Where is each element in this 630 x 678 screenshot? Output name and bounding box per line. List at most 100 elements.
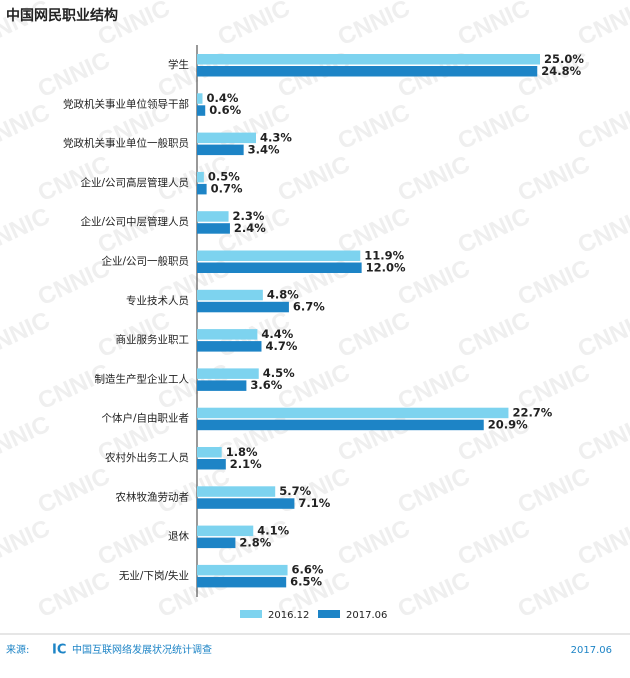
category-label: 商业服务业职工 — [116, 333, 190, 346]
value-label: 2.4% — [234, 221, 266, 235]
value-label: 0.6% — [209, 103, 241, 117]
watermark: CNNIC — [454, 307, 534, 364]
watermark: CNNIC — [514, 567, 594, 624]
bar — [197, 341, 262, 352]
watermark: CNNIC — [574, 203, 630, 260]
watermark: CNNIC — [274, 151, 354, 208]
value-label: 4.7% — [265, 339, 297, 353]
watermark: CNNIC — [334, 411, 414, 468]
watermark: CNNIC — [0, 99, 54, 156]
source-label: 来源: — [6, 643, 29, 656]
watermark: CNNIC — [0, 515, 54, 572]
category-label: 退休 — [168, 531, 189, 543]
value-label: 22.7% — [512, 405, 552, 419]
bar — [197, 289, 263, 301]
bar — [197, 486, 276, 497]
value-label: 4.4% — [261, 327, 293, 341]
bar — [197, 564, 288, 576]
value-label: 7.1% — [298, 496, 330, 510]
bar — [197, 419, 484, 431]
watermark: CNNIC — [394, 567, 474, 624]
category-label: 无业/下岗/失业 — [119, 569, 189, 582]
source: 中国互联网络发展状况统计调查 — [72, 643, 212, 656]
watermark: CNNIC — [334, 0, 414, 51]
value-label: 6.7% — [293, 300, 325, 314]
value-label: 0.7% — [211, 182, 243, 196]
value-label: 2.8% — [239, 535, 271, 549]
watermark: CNNIC — [0, 203, 54, 260]
value-label: 4.5% — [263, 366, 295, 380]
category-label: 党政机关事业单位一般职员 — [63, 137, 189, 150]
category-label: 党政机关事业单位领导干部 — [63, 97, 189, 110]
date: 2017.06 — [571, 645, 612, 656]
logo: IC — [52, 643, 66, 658]
watermark: CNNIC — [454, 0, 534, 51]
category-label: 农林牧渔劳动者 — [116, 490, 190, 503]
bar — [197, 368, 259, 379]
bar — [197, 223, 230, 234]
value-label: 2.3% — [233, 209, 265, 223]
category-label: 专业技术人员 — [126, 294, 189, 307]
bar — [197, 447, 222, 458]
watermark: CNNIC — [574, 99, 630, 156]
watermark: CNNIC — [574, 515, 630, 572]
bar — [197, 132, 256, 144]
watermark: CNNIC — [34, 359, 114, 416]
watermark: CNNIC — [34, 463, 114, 520]
bar — [197, 407, 509, 419]
category-label: 学生 — [168, 58, 189, 71]
value-label: 6.5% — [290, 575, 322, 589]
watermark: CNNIC — [574, 307, 630, 364]
watermark: CNNIC — [454, 203, 534, 260]
category-label: 农村外出务工人员 — [105, 451, 189, 464]
watermark: CNNIC — [394, 359, 474, 416]
category-label: 制造生产型企业工人 — [95, 372, 190, 385]
category-label: 个体户/自由职业者 — [101, 412, 189, 425]
value-label: 1.8% — [226, 445, 258, 459]
watermark: CNNIC — [334, 515, 414, 572]
value-label: 3.6% — [250, 378, 282, 392]
bar — [197, 211, 229, 222]
watermark: CNNIC — [454, 99, 534, 156]
watermark: CNNIC — [94, 203, 174, 260]
bar — [197, 380, 247, 391]
value-label: 0.4% — [206, 91, 238, 105]
bar — [197, 537, 236, 549]
value-label: 4.1% — [257, 523, 289, 537]
value-label: 20.9% — [488, 417, 528, 431]
bar — [197, 250, 361, 261]
value-label: 3.4% — [248, 142, 280, 156]
value-label: 25.0% — [544, 52, 584, 66]
watermark: CNNIC — [394, 151, 474, 208]
category-label: 企业/公司中层管理人员 — [80, 215, 189, 228]
watermark: CNNIC — [454, 515, 534, 572]
bar — [197, 576, 287, 588]
bar — [197, 54, 540, 65]
watermark: CNNIC — [514, 255, 594, 312]
watermark: CNNIC — [34, 47, 114, 104]
watermark: CNNIC — [514, 151, 594, 208]
watermark: CNNIC — [514, 463, 594, 520]
bar — [197, 171, 204, 183]
chart-title: 中国网民职业结构 — [6, 7, 118, 24]
bar — [197, 66, 538, 77]
value-label: 0.5% — [208, 170, 240, 184]
watermark: CNNIC — [0, 411, 54, 468]
watermark: CNNIC — [214, 0, 294, 51]
bar — [197, 105, 206, 116]
bar — [197, 183, 207, 195]
bar — [197, 93, 203, 104]
bar — [197, 498, 295, 509]
legend-swatch — [318, 610, 340, 618]
category-label: 企业/公司高层管理人员 — [80, 176, 189, 189]
value-label: 4.3% — [260, 130, 292, 144]
bar — [197, 144, 244, 156]
watermark: CNNIC — [394, 255, 474, 312]
watermark: CNNIC — [334, 99, 414, 156]
legend-label: 2017.06 — [346, 610, 387, 621]
value-label: 12.0% — [366, 260, 406, 274]
bar — [197, 329, 258, 340]
value-label: 2.1% — [230, 457, 262, 471]
bar — [197, 525, 254, 537]
